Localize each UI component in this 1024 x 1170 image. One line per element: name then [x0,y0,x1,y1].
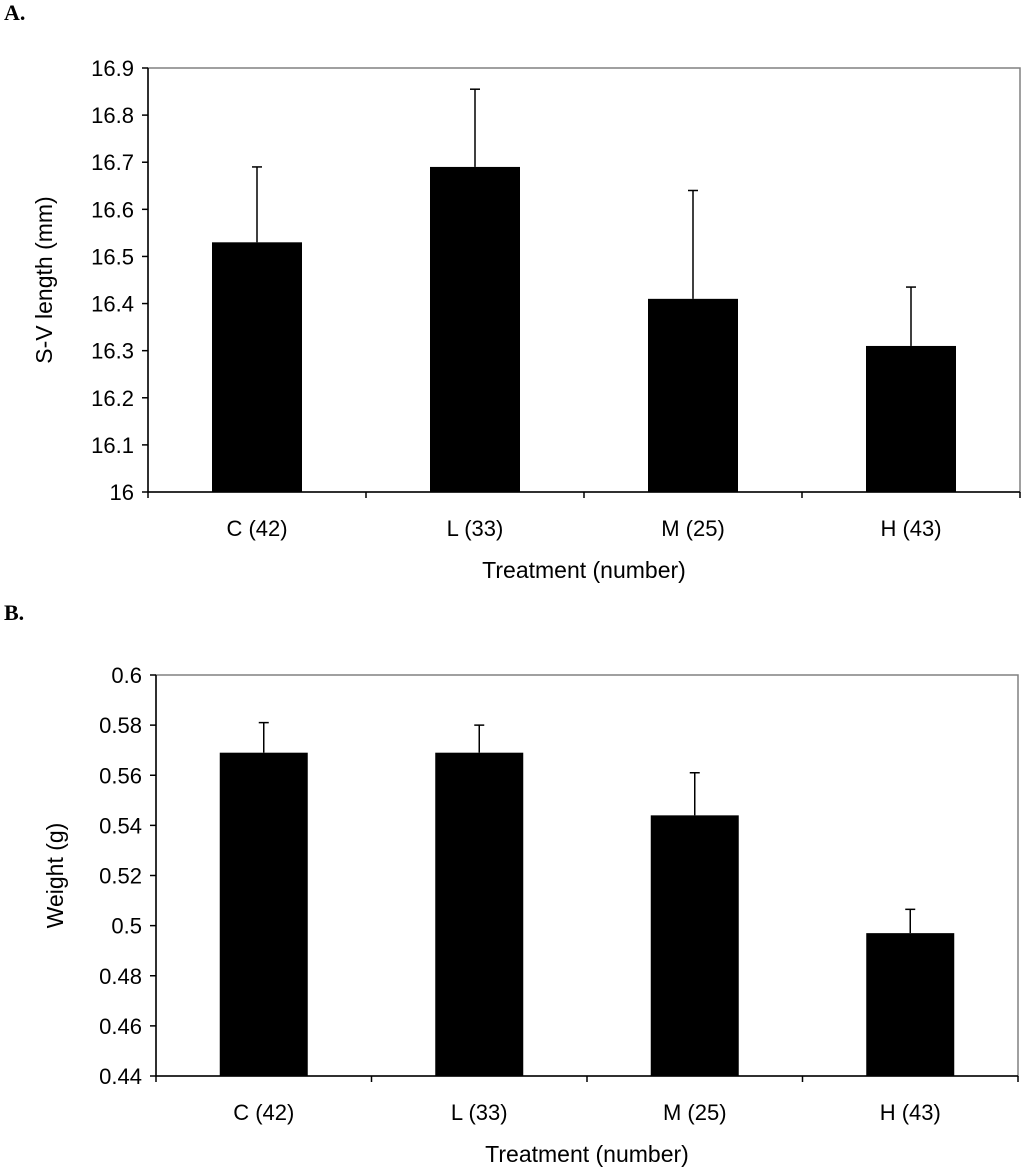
x-tick-label: H (43) [880,516,941,541]
bar [866,933,955,1076]
y-tick-label: 16.6 [91,197,134,222]
bar [866,345,956,492]
y-tick-label: 0.6 [111,663,142,688]
y-tick-label: 0.52 [99,864,142,889]
y-tick-label: 16.3 [91,339,134,364]
sv-length-chart: 16 16.1 16.2 16.3 16.4 16.5 16.6 16.7 16.8 16.9 C … [31,56,1021,583]
y-tick-label: 16.7 [91,150,134,175]
y-tick-label: 0.48 [99,964,142,989]
y-tick-label: 16.2 [91,386,134,411]
panel-label-a: A. [4,0,26,25]
x-axis-title: Treatment (number) [482,557,686,583]
y-tick-label: 16 [110,480,134,505]
y-tick-label: 16.8 [91,103,134,128]
y-tick-label: 0.56 [99,763,142,788]
y-tick-label: 16.4 [91,292,134,317]
x-tick-label: L (33) [447,516,504,541]
y-tick-label: 0.46 [99,1014,142,1039]
bar [212,242,302,492]
bar [648,298,738,492]
y-axis-title: S-V length (mm) [31,196,57,363]
y-tick-label: 16.5 [91,244,134,269]
x-tick-label: M (25) [663,1100,727,1125]
weight-chart: 0.44 0.46 0.48 0.5 0.52 0.54 0.56 0.58 0.6 C (42)… [42,663,1019,1167]
y-tick-label: 16.1 [91,433,134,458]
y-tick-label: 0.5 [111,914,142,939]
x-tick-label: C (42) [226,516,287,541]
x-tick-label: C (42) [233,1100,294,1125]
y-axis-title: Weight (g) [42,823,68,929]
y-tick-label: 0.54 [99,813,142,838]
y-tick-label: 0.58 [99,713,142,738]
y-tick-label: 0.44 [99,1064,142,1089]
bar [219,752,308,1076]
y-tick-label: 16.9 [91,56,134,81]
bar [435,752,524,1076]
x-tick-label: H (43) [880,1100,941,1125]
bar [430,166,520,492]
bar [650,815,739,1076]
x-axis-title: Treatment (number) [485,1141,689,1167]
x-tick-label: M (25) [661,516,725,541]
panel-label-b: B. [4,600,25,625]
x-tick-label: L (33) [451,1100,508,1125]
